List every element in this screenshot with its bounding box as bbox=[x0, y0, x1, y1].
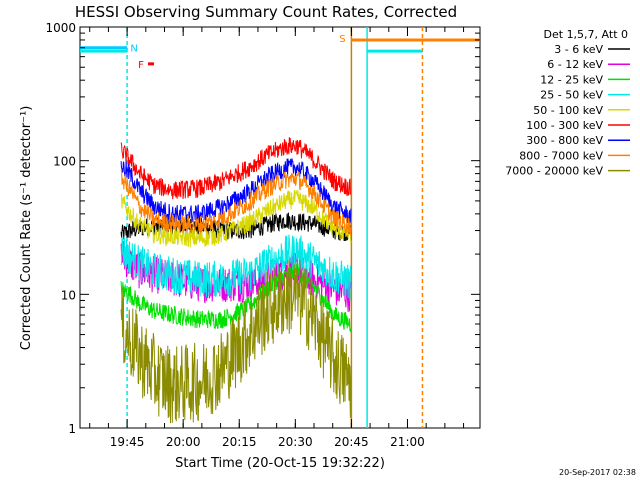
flag-label: F bbox=[138, 60, 144, 71]
y-tick-label: 1000 bbox=[45, 21, 76, 35]
flag-label: N bbox=[130, 44, 137, 55]
legend-label: 12 - 25 keV bbox=[540, 73, 603, 86]
y-tick-label: 10 bbox=[61, 288, 76, 302]
x-tick-label: 20:00 bbox=[166, 435, 201, 449]
legend-title: Det 1,5,7, Att 0 bbox=[544, 28, 628, 41]
legend-label: 25 - 50 keV bbox=[540, 89, 603, 102]
legend-label: 100 - 300 keV bbox=[526, 119, 603, 132]
x-tick-label: 20:45 bbox=[334, 435, 369, 449]
y-tick-label: 100 bbox=[53, 155, 76, 169]
series-line bbox=[120, 234, 352, 301]
y-axis-label: Corrected Count Rate (s⁻¹ detector⁻¹) bbox=[19, 106, 34, 351]
plot-area: NF S bbox=[79, 26, 481, 429]
legend-label: 50 - 100 keV bbox=[533, 104, 603, 117]
x-axis: 19:45 20:00 20:15 20:30 20:45 21:00 bbox=[89, 27, 465, 449]
x-tick-label: 20:15 bbox=[222, 435, 257, 449]
x-tick-label: 21:00 bbox=[390, 435, 425, 449]
y-tick-label: 1 bbox=[68, 422, 76, 436]
series-line bbox=[120, 189, 352, 248]
y-axis: 1 10 100 1000 bbox=[45, 21, 480, 436]
chart-title: HESSI Observing Summary Count Rates, Cor… bbox=[75, 3, 457, 21]
legend-label: 300 - 800 keV bbox=[526, 134, 603, 147]
series-line bbox=[120, 137, 352, 200]
series-line bbox=[120, 262, 352, 333]
legend-label: 6 - 12 keV bbox=[547, 58, 603, 71]
x-tick-label: 19:45 bbox=[110, 435, 145, 449]
series-line bbox=[120, 168, 352, 236]
flag-label: S bbox=[339, 34, 345, 45]
legend-label: 7000 - 20000 keV bbox=[505, 165, 603, 178]
x-tick-label: 20:30 bbox=[278, 435, 313, 449]
series-line bbox=[120, 258, 352, 424]
legend-label: 800 - 7000 keV bbox=[519, 149, 603, 162]
legend-label: 3 - 6 keV bbox=[554, 43, 603, 56]
series-line bbox=[120, 158, 352, 225]
plot-frame bbox=[79, 26, 481, 429]
legend: Det 1,5,7, Att 0 3 - 6 keV 6 - 12 keV 12 -… bbox=[505, 28, 630, 178]
x-axis-label: Start Time (20-Oct-15 19:32:22) bbox=[175, 456, 385, 471]
timestamp: 20-Sep-2017 02:38 bbox=[559, 468, 636, 477]
